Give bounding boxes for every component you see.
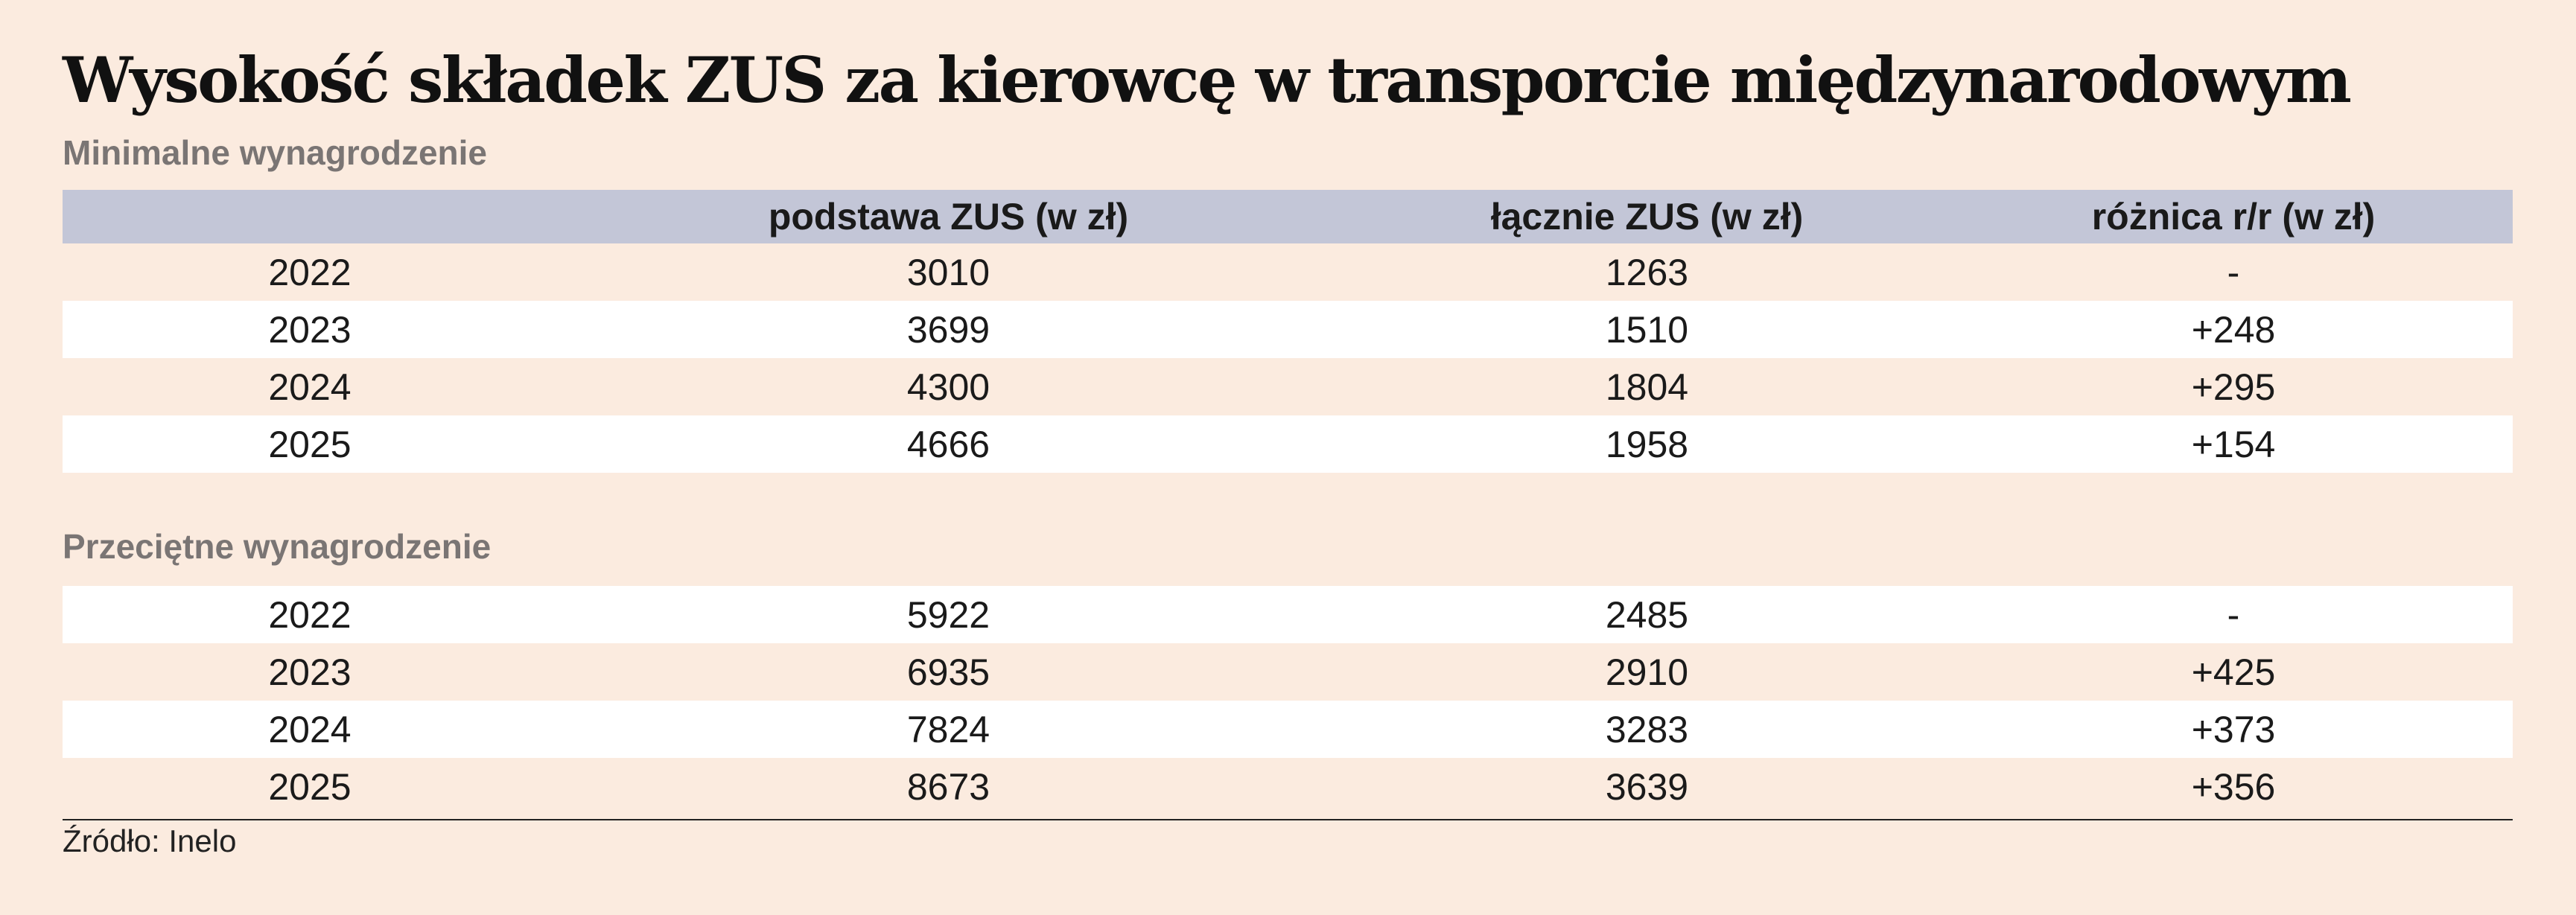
cell-year: 2023 [268, 308, 352, 351]
cell-diff: +425 [2191, 651, 2276, 693]
cell-year: 2025 [268, 765, 352, 808]
table-minimal: podstawa ZUS (w zł) łącznie ZUS (w zł) r… [63, 190, 2513, 473]
table-row: 2024 7824 3283 +373 [63, 701, 2513, 758]
cell-total: 1510 [1605, 308, 1689, 351]
cell-total: 1958 [1605, 423, 1689, 465]
cell-total: 1263 [1605, 251, 1689, 293]
cell-diff: +154 [2191, 423, 2276, 465]
table-average: 2022 5922 2485 - 2023 6935 2910 +425 202… [63, 586, 2513, 815]
cell-base: 8673 [906, 765, 990, 808]
table-row: 2024 4300 1804 +295 [63, 358, 2513, 415]
cell-base: 3010 [906, 251, 990, 293]
header-cell-base: podstawa ZUS (w zł) [768, 196, 1129, 237]
section-title-average: Przeciętne wynagrodzenie [63, 527, 492, 566]
cell-base: 5922 [906, 593, 990, 636]
cell-diff: - [2227, 593, 2240, 636]
table-row: 2023 6935 2910 +425 [63, 643, 2513, 701]
source-note: Źródło: Inelo [63, 823, 237, 858]
cell-base: 7824 [906, 708, 990, 750]
cell-year: 2024 [268, 708, 352, 750]
cell-total: 2910 [1605, 651, 1689, 693]
cell-diff: +248 [2191, 308, 2276, 351]
cell-year: 2024 [268, 366, 352, 408]
cell-year: 2023 [268, 651, 352, 693]
cell-base: 4300 [906, 366, 990, 408]
cell-base: 3699 [906, 308, 990, 351]
cell-total: 1804 [1605, 366, 1689, 408]
cell-base: 6935 [906, 651, 990, 693]
cell-diff: +373 [2191, 708, 2276, 750]
cell-diff: +295 [2191, 366, 2276, 408]
cell-total: 3283 [1605, 708, 1689, 750]
cell-total: 3639 [1605, 765, 1689, 808]
table-row: 2022 5922 2485 - [63, 586, 2513, 643]
cell-year: 2025 [268, 423, 352, 465]
section-title-minimal: Minimalne wynagrodzenie [63, 133, 487, 172]
header-cell-diff: różnica r/r (w zł) [2091, 196, 2376, 237]
table-row: 2023 3699 1510 +248 [63, 301, 2513, 358]
table-header: podstawa ZUS (w zł) łącznie ZUS (w zł) r… [63, 190, 2513, 243]
page-title: Wysokość składek ZUS za kierowcę w trans… [63, 43, 2352, 117]
cell-year: 2022 [268, 251, 352, 293]
table-row: 2025 8673 3639 +356 [63, 758, 2513, 815]
cell-total: 2485 [1605, 593, 1689, 636]
cell-diff: +356 [2191, 765, 2276, 808]
table-row: 2025 4666 1958 +154 [63, 415, 2513, 473]
cell-diff: - [2227, 251, 2240, 293]
bottom-divider [63, 819, 2513, 820]
cell-base: 4666 [906, 423, 990, 465]
header-cell-total: łącznie ZUS (w zł) [1490, 196, 1804, 237]
table-row: 2022 3010 1263 - [63, 243, 2513, 301]
cell-year: 2022 [268, 593, 352, 636]
